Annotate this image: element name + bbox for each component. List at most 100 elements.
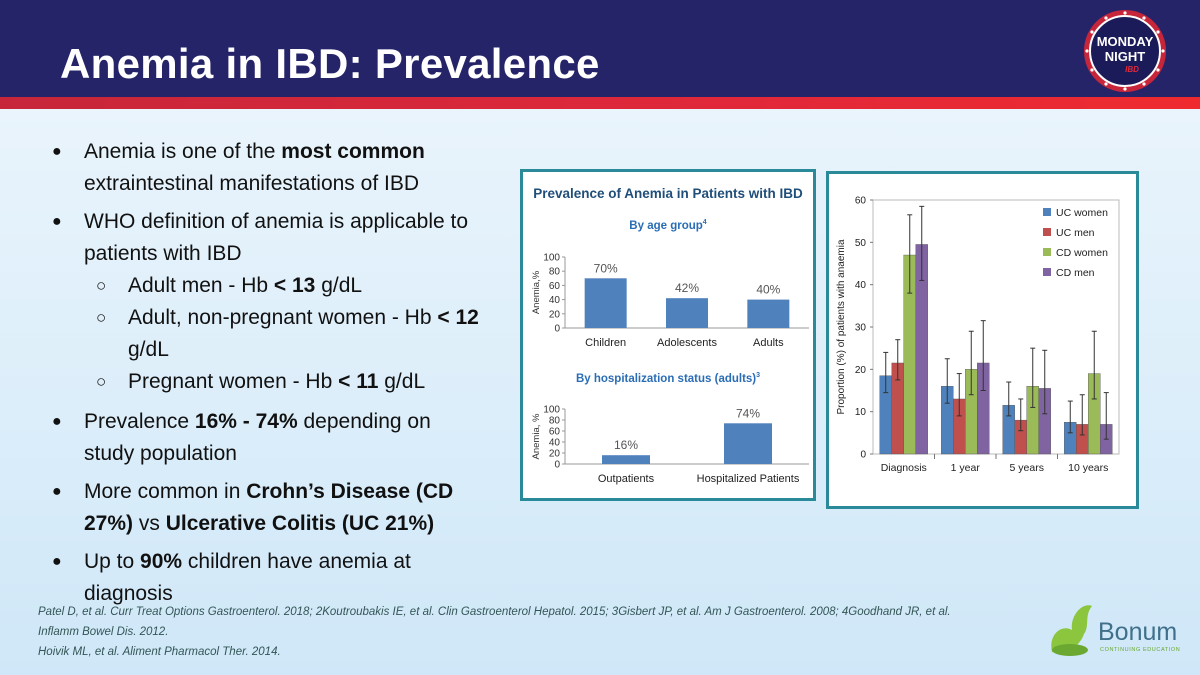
y-tick-label: 40: [549, 438, 561, 449]
anaemia-over-time-panel: 0 10 20 30 40 50 60 Proportion (%) of patients …: [826, 171, 1139, 509]
legend-label: UC women: [1056, 207, 1108, 219]
y-tick-label: 40: [549, 295, 561, 306]
bullet-item: ● Anemia is one of the most common extra…: [44, 136, 484, 200]
subbullet-circle-icon: ○: [96, 372, 107, 391]
y-axis-label: Anemia,%: [531, 270, 542, 314]
bar: [584, 278, 627, 328]
bullet-text: extraintestinal manifestations of IBD: [84, 172, 419, 195]
legend-label: UC men: [1056, 227, 1095, 239]
reference-line: Hoivik ML, et al. Aliment Pharmacol Ther…: [38, 646, 281, 658]
logo-line1: MONDAY: [1097, 34, 1154, 49]
bullet-bold-text: 90%: [140, 550, 183, 573]
bullet-bold-text: Ulcerative Colitis (UC 21%): [165, 512, 435, 535]
x-tick-label: 5 years: [1010, 462, 1044, 474]
header-bar: [0, 0, 1200, 100]
bullet-dot-icon: ●: [52, 143, 62, 160]
bullet-item: ● WHO definition of anemia is applicable…: [44, 206, 484, 270]
subbullet-item: ○ Pregnant women - Hb < 11 g/dL: [44, 366, 484, 398]
slide-title: Anemia in IBD: Prevalence: [60, 40, 600, 87]
bonum-logo: Bonum CONTINUING EDUCATION: [1051, 605, 1180, 656]
y-tick-label: 20: [549, 449, 561, 460]
bar: [724, 423, 772, 464]
bar: [602, 455, 650, 464]
data-label: 42%: [675, 281, 699, 295]
logo-line2: NIGHT: [1105, 49, 1146, 64]
y-tick-label: 10: [855, 407, 867, 418]
subbullet-item: ○ Adult, non-pregnant women - Hb < 12 g/…: [44, 302, 484, 366]
logo-dots-icon: [1085, 11, 1165, 91]
x-tick-label: 10 years: [1068, 462, 1108, 474]
bullet-dot-icon: ●: [52, 413, 62, 430]
bullet-dot-icon: ●: [52, 553, 62, 570]
data-label: 16%: [614, 438, 638, 452]
bullet-text: WHO definition of anemia is applicable t…: [84, 210, 469, 265]
references: Patel D, et al. Curr Treat Options Gastr…: [38, 602, 1038, 662]
y-tick-label: 60: [549, 427, 561, 438]
subbullet-text: Pregnant women - Hb: [128, 370, 339, 393]
subbullet-text: Adult men - Hb: [128, 274, 274, 297]
subbullet-bold-text: < 13: [273, 274, 316, 297]
legend-swatch: [1043, 208, 1051, 216]
y-tick-label: 20: [855, 365, 867, 376]
legend-label: CD women: [1056, 247, 1108, 259]
subbullet-circle-icon: ○: [96, 308, 107, 327]
bullet-text: More common in: [84, 480, 247, 503]
bullet-bold-text: 16% - 74%: [194, 410, 298, 433]
legend-swatch: [1043, 268, 1051, 276]
subbullet-text: g/dL: [378, 370, 426, 393]
y-axis-label: Proportion (%) of patients with anaemia: [836, 239, 847, 415]
x-tick-label: Diagnosis: [881, 462, 927, 474]
chart-subtitle-hosp: By hospitalization status (adults)3: [576, 372, 760, 385]
bar: [747, 299, 790, 328]
bullet-dot-icon: ●: [52, 213, 62, 230]
y-tick-label: 50: [855, 238, 867, 249]
monday-night-ibd-logo: MONDAY NIGHT IBD: [1084, 10, 1166, 92]
time-course-chart: 0 10 20 30 40 50 60 Proportion (%) of patients …: [836, 196, 1120, 474]
bullet-text: children have anemia at diagnosis: [84, 550, 411, 605]
x-tick-label: Adults: [753, 337, 784, 349]
bullet-text: Anemia is one of the: [84, 140, 282, 163]
chart-title: Prevalence of Anemia in Patients with IB…: [533, 186, 803, 201]
y-tick-label: 60: [855, 196, 867, 207]
reference-line: Patel D, et al. Curr Treat Options Gastr…: [38, 606, 951, 618]
y-tick-label: 60: [549, 281, 561, 292]
bonum-name: Bonum: [1098, 618, 1177, 646]
x-tick-label: 1 year: [951, 462, 981, 474]
bullet-bold-text: most common: [281, 140, 425, 163]
legend-label: CD men: [1056, 267, 1095, 279]
subbullet-bold-text: < 12: [437, 306, 479, 329]
x-tick-label: Children: [585, 337, 626, 349]
y-tick-label: 40: [855, 280, 867, 291]
y-tick-label: 0: [860, 450, 866, 461]
anemia-prevalence-panel: Prevalence of Anemia in Patients with IB…: [520, 169, 816, 501]
bonum-base-icon: [1052, 644, 1088, 656]
bullet-item: ● Up to 90% children have anemia at diag…: [44, 546, 484, 610]
x-tick-label: Outpatients: [598, 473, 655, 485]
data-label: 74%: [736, 406, 760, 420]
bullet-text: depending on study population: [84, 410, 431, 465]
bullet-item: ● More common in Crohn’s Disease (CD 27%…: [44, 476, 484, 540]
bullet-dot-icon: ●: [52, 483, 62, 500]
x-tick-label: Hospitalized Patients: [697, 473, 800, 485]
y-axis-label: Anemia, %: [531, 413, 542, 459]
y-tick-label: 80: [549, 416, 561, 427]
subbullet-text: g/dL: [128, 338, 169, 361]
legend-swatch: [1043, 248, 1051, 256]
subbullet-bold-text: < 11: [338, 370, 379, 393]
bullet-text: Up to: [84, 550, 141, 573]
data-label: 70%: [594, 261, 618, 275]
bullet-text: vs: [133, 512, 166, 535]
logo-line3: IBD: [1125, 65, 1139, 74]
anaemia-over-time-chart-svg: 0 10 20 30 40 50 60 Proportion (%) of patients …: [836, 196, 1120, 474]
data-label: 40%: [756, 283, 780, 297]
subbullet-text: Adult, non-pregnant women - Hb: [128, 306, 438, 329]
y-tick-label: 0: [554, 460, 560, 471]
chart-subtitle-age: By age group4: [629, 219, 706, 232]
y-tick-label: 100: [543, 405, 560, 416]
bullet-list: ● Anemia is one of the most common extra…: [44, 136, 484, 616]
y-tick-label: 0: [554, 324, 560, 335]
x-tick-label: Adolescents: [657, 337, 717, 349]
y-tick-label: 100: [543, 253, 560, 264]
